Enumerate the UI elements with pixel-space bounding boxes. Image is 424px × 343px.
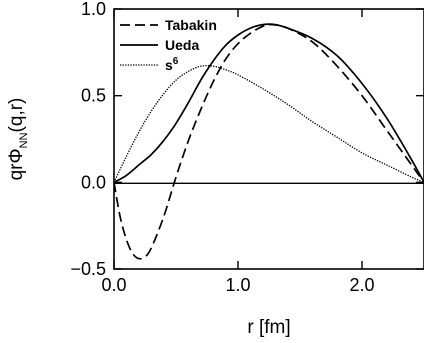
y-axis-title-base: qrΦ [6, 148, 27, 180]
legend-label-base-s6: s [165, 57, 173, 73]
legend-label-s6: s6 [165, 56, 179, 73]
legend-label-base-ueda: Ueda [165, 37, 199, 53]
plot-frame [113, 8, 424, 270]
y-tick-label-3: 1.0 [81, 0, 106, 19]
x-tick-label-0: 0.0 [101, 275, 126, 295]
curves [113, 23, 424, 260]
legend-label-tabakin: Tabakin [165, 17, 217, 33]
y-axis-title-subscript: NN [18, 132, 30, 148]
y-axis-title-tail: (q,r) [6, 98, 27, 133]
y-tick-label-2: 0.5 [81, 86, 106, 106]
series-line-s6 [113, 64, 424, 183]
ticks: 0.0 1.0 2.0−0.50.00.51.0 [70, 0, 424, 295]
x-tick-label-2: 2.0 [349, 275, 374, 295]
legend-label-ueda: Ueda [165, 37, 199, 53]
legend-label-base-tabakin: Tabakin [165, 17, 217, 33]
y-tick-label-1: 0.0 [81, 172, 106, 192]
series-line-ueda [113, 23, 424, 184]
y-axis-title: qrΦNN(q,r) [6, 98, 30, 181]
series-line-tabakin [113, 23, 424, 260]
x-axis-title: r [fm] [247, 317, 290, 338]
x-tick-label-1: 1.0 [225, 275, 250, 295]
legend: Tabakin Ueda s6 [120, 17, 217, 73]
legend-label-superscript-s6: 6 [173, 56, 179, 67]
y-tick-label-0: −0.5 [70, 259, 106, 279]
